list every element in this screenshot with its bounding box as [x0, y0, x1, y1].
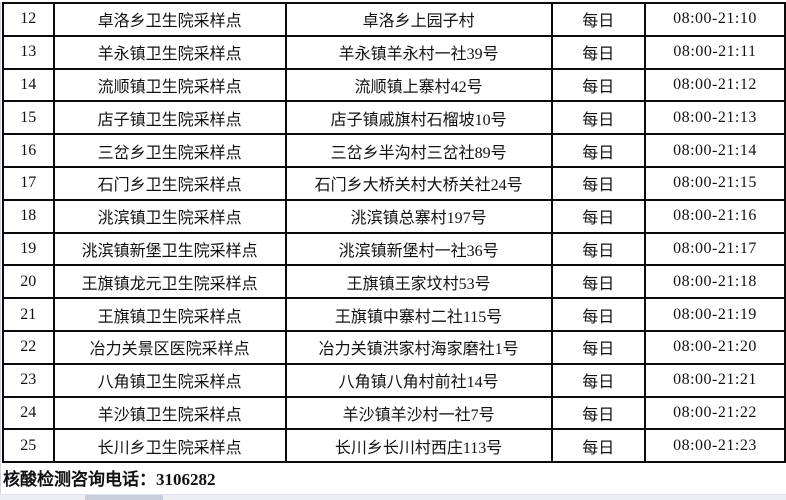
- cell-time: 08:00-21:16: [643, 198, 786, 234]
- hotline-line: 核酸检测咨询电话：3106282: [3, 468, 786, 492]
- cell-time: 08:00-21:23: [643, 428, 786, 464]
- column-border-stub: [643, 2, 645, 4]
- table-row: 14 流顺镇卫生院采样点 流顺镇上寨村42号 每日 08:00-21:12: [2, 67, 786, 103]
- column-border-stub: [51, 2, 53, 4]
- hotline-number: 3106282: [156, 470, 216, 490]
- cell-frequency: 每日: [550, 34, 646, 70]
- cell-address: 店子镇戚旗村石榴坡10号: [284, 100, 553, 136]
- cell-frequency: 每日: [550, 165, 646, 201]
- cell-address: 八角镇八角村前社14号: [284, 362, 553, 398]
- cell-address: 石门乡大桥关村大桥关社24号: [284, 165, 553, 201]
- table-row: 18 洮滨镇卫生院采样点 洮滨镇总寨村197号 每日 08:00-21:16: [2, 198, 786, 234]
- table-row: 22 冶力关景区医院采样点 冶力关镇洪家村海家磨社1号 每日 08:00-21:20: [2, 329, 786, 365]
- cell-row-number: 19: [2, 231, 55, 267]
- cell-time: 08:00-21:17: [643, 231, 786, 267]
- cell-address: 冶力关镇洪家村海家磨社1号: [284, 329, 553, 365]
- cell-site-name: 洮滨镇新堡卫生院采样点: [52, 231, 287, 267]
- cell-frequency: 每日: [550, 67, 646, 103]
- cell-frequency: 每日: [550, 231, 646, 267]
- cell-site-name: 流顺镇卫生院采样点: [52, 67, 287, 103]
- table-row: 20 王旗镇龙元卫生院采样点 王旗镇王家坟村53号 每日 08:00-21:18: [2, 264, 786, 300]
- cell-address: 长川乡长川村西庄113号: [284, 428, 553, 464]
- table-body: 12 卓洛乡卫生院采样点 卓洛乡上园子村 每日 08:00-21:10 13 羊永镇卫生院采…: [2, 2, 786, 464]
- cell-row-number: 21: [2, 297, 55, 332]
- cell-row-number: 17: [2, 165, 55, 201]
- table-row: 21 王旗镇卫生院采样点 王旗镇中寨村二社115号 每日 08:00-21:19: [2, 297, 786, 332]
- cell-site-name: 王旗镇卫生院采样点: [52, 297, 287, 332]
- cell-address: 羊沙镇羊沙村一社7号: [284, 395, 553, 431]
- cell-row-number: 13: [2, 34, 55, 70]
- cell-site-name: 卓洛乡卫生院采样点: [52, 2, 287, 37]
- cell-site-name: 王旗镇龙元卫生院采样点: [52, 264, 287, 300]
- column-border-stub: [2, 2, 4, 4]
- cell-time: 08:00-21:22: [643, 395, 786, 431]
- hotline-label: 核酸检测咨询电话：: [3, 470, 156, 490]
- cell-frequency: 每日: [550, 198, 646, 234]
- cell-site-name: 羊沙镇卫生院采样点: [52, 395, 287, 431]
- cell-row-number: 16: [2, 133, 55, 168]
- cell-address: 三岔乡半沟村三岔社89号: [284, 133, 553, 168]
- cell-row-number: 22: [2, 329, 55, 365]
- cell-site-name: 八角镇卫生院采样点: [52, 362, 287, 398]
- cell-frequency: 每日: [550, 2, 646, 37]
- table-row: 25 长川乡卫生院采样点 长川乡长川村西庄113号 每日 08:00-21:23: [2, 428, 786, 464]
- cell-address: 王旗镇王家坟村53号: [284, 264, 553, 300]
- table-row: 17 石门乡卫生院采样点 石门乡大桥关村大桥关社24号 每日 08:00-21:15: [2, 165, 786, 201]
- cell-time: 08:00-21:19: [643, 297, 786, 332]
- column-border-stub: [549, 2, 551, 4]
- table-row: 13 羊永镇卫生院采样点 羊永镇羊永村一社39号 每日 08:00-21:11: [2, 34, 786, 70]
- cell-site-name: 三岔乡卫生院采样点: [52, 133, 287, 168]
- table-row: 24 羊沙镇卫生院采样点 羊沙镇羊沙村一社7号 每日 08:00-21:22: [2, 395, 786, 431]
- cell-frequency: 每日: [550, 428, 646, 464]
- cell-row-number: 15: [2, 100, 55, 136]
- cell-time: 08:00-21:20: [643, 329, 786, 365]
- table-row: 12 卓洛乡卫生院采样点 卓洛乡上园子村 每日 08:00-21:10: [2, 2, 786, 37]
- table-row: 15 店子镇卫生院采样点 店子镇戚旗村石榴坡10号 每日 08:00-21:13: [2, 100, 786, 136]
- cell-time: 08:00-21:14: [643, 133, 786, 168]
- cell-frequency: 每日: [550, 100, 646, 136]
- cell-row-number: 25: [2, 428, 55, 464]
- cell-row-number: 18: [2, 198, 55, 234]
- cell-time: 08:00-21:18: [643, 264, 786, 300]
- table-row: 19 洮滨镇新堡卫生院采样点 洮滨镇新堡村一社36号 每日 08:00-21:17: [2, 231, 786, 267]
- cell-site-name: 店子镇卫生院采样点: [52, 100, 287, 136]
- cell-site-name: 长川乡卫生院采样点: [52, 428, 287, 464]
- cell-site-name: 洮滨镇卫生院采样点: [52, 198, 287, 234]
- cell-time: 08:00-21:21: [643, 362, 786, 398]
- sampling-sites-table: 12 卓洛乡卫生院采样点 卓洛乡上园子村 每日 08:00-21:10 13 羊永镇卫生院采…: [2, 2, 786, 464]
- cell-row-number: 24: [2, 395, 55, 431]
- window-left-edge: [0, 2, 1, 500]
- cell-row-number: 14: [2, 67, 55, 103]
- table-row: 23 八角镇卫生院采样点 八角镇八角村前社14号 每日 08:00-21:21: [2, 362, 786, 398]
- cell-address: 王旗镇中寨村二社115号: [284, 297, 553, 332]
- cell-address: 羊永镇羊永村一社39号: [284, 34, 553, 70]
- cell-site-name: 石门乡卫生院采样点: [52, 165, 287, 201]
- table-row: 16 三岔乡卫生院采样点 三岔乡半沟村三岔社89号 每日 08:00-21:14: [2, 133, 786, 168]
- cell-row-number: 12: [2, 2, 55, 37]
- cell-address: 卓洛乡上园子村: [284, 2, 553, 37]
- cell-frequency: 每日: [550, 395, 646, 431]
- cell-frequency: 每日: [550, 362, 646, 398]
- cell-time: 08:00-21:12: [643, 67, 786, 103]
- cell-site-name: 冶力关景区医院采样点: [52, 329, 287, 365]
- cell-frequency: 每日: [550, 297, 646, 332]
- cell-frequency: 每日: [550, 264, 646, 300]
- cell-time: 08:00-21:13: [643, 100, 786, 136]
- cell-site-name: 羊永镇卫生院采样点: [52, 34, 287, 70]
- cell-frequency: 每日: [550, 329, 646, 365]
- cell-row-number: 20: [2, 264, 55, 300]
- cell-row-number: 23: [2, 362, 55, 398]
- cell-time: 08:00-21:15: [643, 165, 786, 201]
- column-border-stub: [283, 2, 285, 4]
- cell-frequency: 每日: [550, 133, 646, 168]
- cell-address: 洮滨镇总寨村197号: [284, 198, 553, 234]
- cell-time: 08:00-21:11: [643, 34, 786, 70]
- horizontal-scrollbar[interactable]: [0, 494, 786, 500]
- cell-address: 洮滨镇新堡村一社36号: [284, 231, 553, 267]
- cell-address: 流顺镇上寨村42号: [284, 67, 553, 103]
- cell-time: 08:00-21:10: [643, 2, 786, 37]
- column-border-stub: [781, 2, 783, 4]
